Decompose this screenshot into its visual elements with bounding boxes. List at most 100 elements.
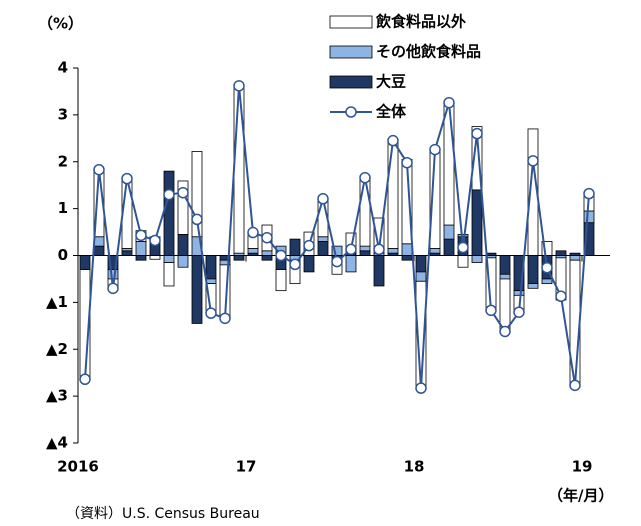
y-tick-label: 2 xyxy=(58,152,68,170)
marker xyxy=(429,143,441,156)
bar xyxy=(93,236,105,247)
marker xyxy=(163,188,175,201)
marker xyxy=(345,243,357,256)
legend-label: 全体 xyxy=(375,103,407,121)
y-tick-label: ▲4 xyxy=(46,434,68,452)
marker xyxy=(289,258,301,271)
legend-swatch xyxy=(329,75,373,89)
y-tick-label: 1 xyxy=(58,199,68,217)
marker xyxy=(457,241,469,254)
marker xyxy=(555,290,567,303)
bar xyxy=(443,102,455,226)
y-tick-label: ▲3 xyxy=(46,387,68,405)
bar xyxy=(177,234,189,256)
marker xyxy=(121,172,133,185)
marker xyxy=(261,231,273,244)
marker xyxy=(401,156,413,169)
y-tick-label: 3 xyxy=(58,105,68,123)
marker xyxy=(177,186,189,199)
x-unit: （年/月） xyxy=(548,487,613,505)
bar xyxy=(163,255,175,263)
bar xyxy=(457,255,469,268)
bar xyxy=(163,170,175,256)
bar xyxy=(499,278,511,331)
legend-marker xyxy=(345,106,357,118)
legend-label: その他飲食料品 xyxy=(376,43,481,61)
bar xyxy=(499,273,511,280)
y-tick-label: 0 xyxy=(58,246,68,264)
bar xyxy=(79,255,91,270)
bar xyxy=(471,255,483,263)
bar xyxy=(261,255,273,261)
bar xyxy=(93,245,105,256)
bar xyxy=(317,241,329,256)
bar xyxy=(177,255,189,268)
marker xyxy=(415,382,427,394)
legend-label: 大豆 xyxy=(376,73,406,91)
x-tick-label: 19 xyxy=(572,458,593,476)
bar xyxy=(415,255,427,273)
marker xyxy=(527,155,539,167)
bar xyxy=(247,248,259,254)
marker xyxy=(359,171,371,184)
bar xyxy=(359,175,371,247)
bar xyxy=(415,271,427,282)
bar xyxy=(373,255,385,287)
bar xyxy=(513,290,525,296)
line xyxy=(84,85,590,389)
bar xyxy=(471,189,483,256)
bar xyxy=(191,151,203,238)
marker xyxy=(149,234,161,247)
bar xyxy=(401,243,413,256)
bar xyxy=(233,84,245,254)
marker xyxy=(387,134,399,147)
bar xyxy=(149,255,161,260)
bar xyxy=(317,236,329,242)
marker xyxy=(205,307,217,319)
bar xyxy=(345,255,357,273)
marker xyxy=(135,229,147,242)
marker xyxy=(373,243,385,256)
y-tick-label: ▲1 xyxy=(46,293,68,311)
bar xyxy=(121,250,133,256)
marker xyxy=(499,325,511,338)
marker xyxy=(485,304,497,317)
bar xyxy=(135,255,147,261)
marker xyxy=(569,379,581,392)
marker xyxy=(331,255,343,268)
bar xyxy=(429,248,441,254)
bar xyxy=(527,255,539,285)
bar xyxy=(569,255,581,261)
legend-label: 飲食料品以外 xyxy=(375,13,466,31)
marker xyxy=(107,282,119,295)
marker xyxy=(219,312,231,325)
marker xyxy=(443,96,455,109)
y-tick-label: ▲2 xyxy=(46,340,68,358)
bar xyxy=(261,250,273,256)
bar xyxy=(233,255,245,261)
legend-swatch xyxy=(329,15,373,29)
bar xyxy=(401,255,413,261)
bar xyxy=(387,248,399,254)
marker xyxy=(233,80,245,92)
bar xyxy=(457,234,469,238)
bar xyxy=(387,140,399,249)
bar xyxy=(583,210,595,224)
bar xyxy=(205,278,217,285)
marker xyxy=(79,373,91,385)
marker xyxy=(513,306,525,318)
marker xyxy=(303,239,315,252)
bar xyxy=(359,245,371,252)
marker xyxy=(191,213,203,226)
bar xyxy=(135,241,147,256)
marker xyxy=(317,193,329,205)
bar xyxy=(205,255,217,280)
x-tick-label: 17 xyxy=(236,458,257,476)
bar xyxy=(471,126,483,191)
bar xyxy=(541,278,553,285)
marker xyxy=(275,249,287,262)
marker xyxy=(541,261,553,274)
bar xyxy=(359,250,371,256)
bar xyxy=(275,269,287,292)
